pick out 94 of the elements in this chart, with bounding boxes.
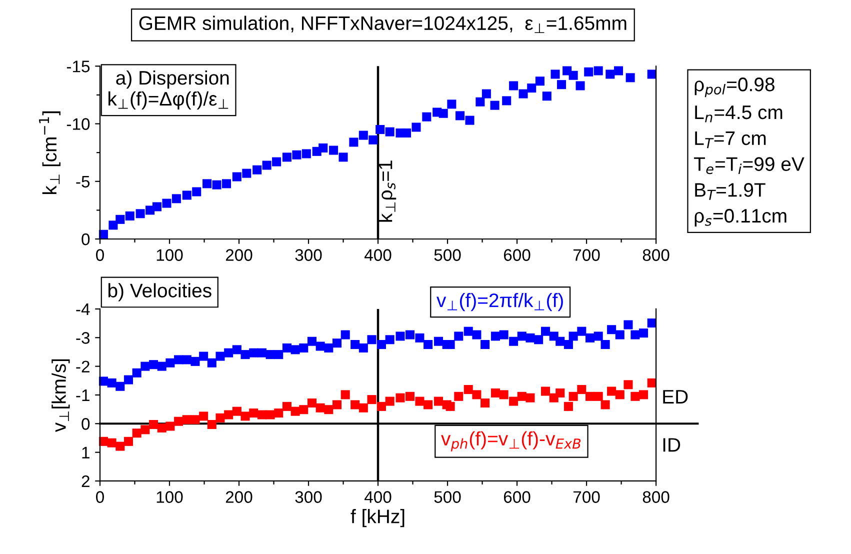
point <box>202 179 212 188</box>
x-tick-label: 600 <box>504 491 530 503</box>
x-tick-label: 700 <box>573 249 600 261</box>
chart-title: GEMR simulation, NFFTxNaver=1024x125, ε$_{⊥}$=1.65mm <box>139 16 626 34</box>
x-tick-label: 700 <box>573 491 600 503</box>
y-tick-label: -10 <box>66 118 90 130</box>
point <box>456 111 465 120</box>
point <box>125 211 134 220</box>
point <box>438 108 448 118</box>
x-axis-title: f [kHz] <box>350 509 404 528</box>
point <box>242 168 252 178</box>
x-tick-label: 500 <box>434 491 461 503</box>
point <box>385 127 394 136</box>
x-tick-label: 100 <box>156 249 183 261</box>
point <box>292 150 302 160</box>
point <box>550 70 560 79</box>
point <box>490 100 500 110</box>
x-tick-label: 200 <box>226 491 252 503</box>
point <box>576 81 585 90</box>
point <box>349 138 358 147</box>
point <box>535 76 544 86</box>
y-tick-label: -3 <box>76 332 90 344</box>
annotation: a) Dispersion k$_{⊥}$(f)=Δφ(f)/ε$_{⊥}$ <box>108 70 229 110</box>
point <box>116 214 125 224</box>
y-tick-label: 1 <box>82 446 90 458</box>
point <box>182 190 192 200</box>
point <box>272 157 282 166</box>
y-tick-label: -5 <box>76 176 90 188</box>
point <box>232 172 242 182</box>
point <box>594 66 603 76</box>
x-tick-label: 800 <box>642 491 670 503</box>
point <box>568 70 578 80</box>
point <box>465 116 474 125</box>
point <box>412 122 421 132</box>
point <box>262 160 272 170</box>
y-tick-label: -1 <box>76 390 90 402</box>
point <box>542 92 552 101</box>
point <box>282 152 292 162</box>
text: ρ$_{pol}$=0.98 L$_{n}$=4.5 cm L$_{T}$=7 cm T$_{e}$=T$_{i}$=99 eV B$_{T}$=1.9T ρ$_{s}$=0.11cm <box>694 78 804 227</box>
point <box>614 66 624 76</box>
x-tick-label: 800 <box>642 249 670 261</box>
y-tick-label: -15 <box>66 60 90 72</box>
series-label: v$_{ph}$(f)=v$_{⊥}$(f)-v$_{ExB}$ <box>441 431 581 452</box>
point <box>376 125 385 134</box>
point <box>252 165 262 174</box>
y-tick-label: 2 <box>82 475 90 488</box>
point <box>482 89 491 98</box>
x-tick-label: 500 <box>434 249 461 261</box>
point <box>476 97 485 106</box>
point <box>422 112 432 122</box>
point <box>302 149 311 158</box>
point <box>108 220 118 230</box>
point <box>606 70 615 79</box>
point <box>447 100 456 109</box>
y-tick-label: -2 <box>76 360 90 372</box>
point <box>172 194 181 204</box>
x-tick-label: 600 <box>504 249 530 261</box>
point <box>518 89 528 98</box>
annotation: k$_{⊥}$ρ$_{s}$=1 <box>378 160 396 222</box>
x-tick-label: 0 <box>96 249 104 261</box>
point <box>626 73 635 82</box>
point <box>368 135 378 144</box>
point <box>502 96 512 106</box>
point <box>136 209 145 218</box>
x-tick-label: 200 <box>226 249 252 261</box>
x-tick-label: 400 <box>364 249 392 261</box>
point <box>527 84 536 93</box>
text: b) Velocities <box>108 283 212 302</box>
text: ID <box>663 438 680 452</box>
y-tick-label: 0 <box>82 418 90 430</box>
point <box>318 143 328 152</box>
point <box>509 81 518 90</box>
x-tick-label: 300 <box>295 249 322 261</box>
point <box>556 80 566 90</box>
series-label: v$_{⊥}$(f)=2πf/k$_{⊥}$(f) <box>436 292 563 312</box>
y-tick-label: 0 <box>82 233 90 246</box>
point <box>402 128 412 138</box>
x-tick-label: 100 <box>156 491 183 503</box>
x-tick-label: 400 <box>364 491 392 503</box>
point <box>358 130 368 140</box>
point <box>212 180 222 190</box>
y-axis-title: v$_{⊥}$[km/s] <box>52 359 70 432</box>
x-tick-label: 300 <box>295 491 322 503</box>
text: ED <box>663 390 688 404</box>
point <box>338 152 348 162</box>
point <box>192 187 202 196</box>
point <box>584 67 594 76</box>
y-tick-label: -4 <box>76 304 90 316</box>
x-tick-label: 0 <box>96 491 104 503</box>
point <box>162 198 172 208</box>
y-axis-title: k$_{⊥}$ [cm$^{−1}$] <box>39 111 60 194</box>
point <box>222 179 232 188</box>
point <box>152 202 162 212</box>
point <box>329 146 338 155</box>
